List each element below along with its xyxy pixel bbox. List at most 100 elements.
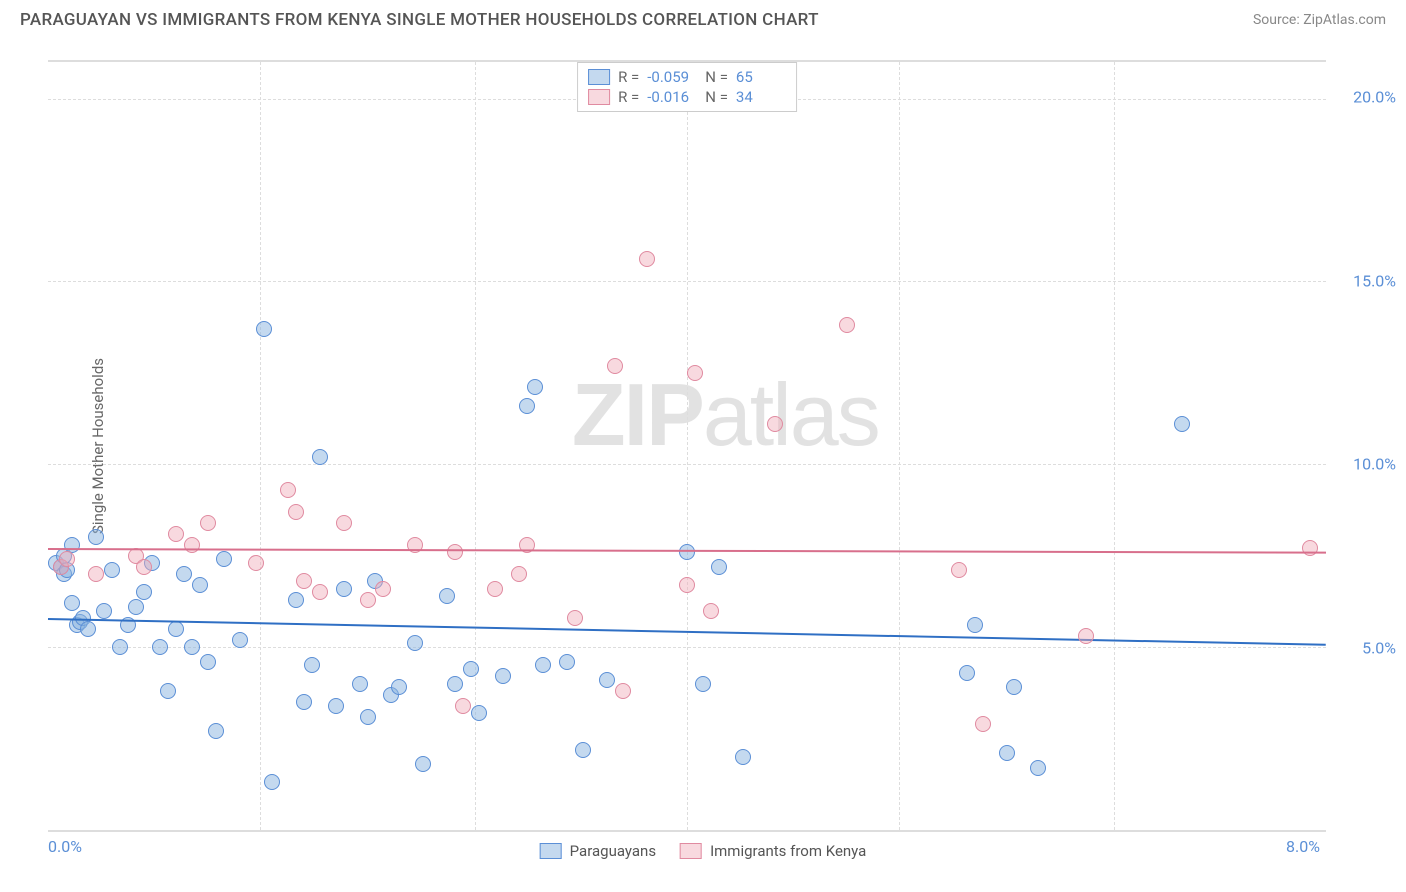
scatter-point [999, 745, 1015, 761]
scatter-point [360, 592, 376, 608]
scatter-point [511, 566, 527, 582]
scatter-point [216, 551, 232, 567]
scatter-point [495, 668, 511, 684]
n-label: N = [705, 88, 728, 106]
scatter-point [439, 588, 455, 604]
plot-area: ZIPatlas R = -0.059 N = 65 R = -0.016 N … [48, 60, 1326, 832]
scatter-point [1174, 416, 1190, 432]
stats-legend: R = -0.059 N = 65 R = -0.016 N = 34 [577, 62, 797, 112]
stats-row-blue: R = -0.059 N = 65 [588, 67, 786, 87]
scatter-point [280, 482, 296, 498]
n-value-pink: 34 [736, 88, 786, 106]
r-value-blue: -0.059 [647, 68, 697, 86]
scatter-point [296, 573, 312, 589]
scatter-point [336, 515, 352, 531]
swatch-pink-icon [588, 89, 610, 105]
chart-header: PARAGUAYAN VS IMMIGRANTS FROM KENYA SING… [0, 0, 1406, 38]
scatter-point [288, 592, 304, 608]
legend-item-pink: Immigrants from Kenya [680, 842, 866, 860]
scatter-point [391, 679, 407, 695]
scatter-point [455, 698, 471, 714]
scatter-point [208, 723, 224, 739]
stats-row-pink: R = -0.016 N = 34 [588, 87, 786, 107]
scatter-point [192, 577, 208, 593]
scatter-point [184, 639, 200, 655]
scatter-point [104, 562, 120, 578]
scatter-point [607, 358, 623, 374]
gridline-v [260, 62, 261, 830]
scatter-point [487, 581, 503, 597]
scatter-point [711, 559, 727, 575]
scatter-point [599, 672, 615, 688]
n-label: N = [705, 68, 728, 86]
scatter-point [128, 599, 144, 615]
scatter-point [767, 416, 783, 432]
r-value-pink: -0.016 [647, 88, 697, 106]
scatter-point [96, 603, 112, 619]
scatter-point [160, 683, 176, 699]
r-label: R = [618, 68, 639, 86]
scatter-point [64, 595, 80, 611]
legend-item-blue: Paraguayans [540, 842, 656, 860]
gridline-v [687, 62, 688, 830]
scatter-point [519, 398, 535, 414]
scatter-point [312, 449, 328, 465]
scatter-point [312, 584, 328, 600]
x-tick-label: 8.0% [1286, 837, 1320, 856]
scatter-point [471, 705, 487, 721]
n-value-blue: 65 [736, 68, 786, 86]
gridline-v [899, 62, 900, 830]
scatter-point [152, 639, 168, 655]
gridline-v [1114, 62, 1115, 830]
scatter-point [679, 544, 695, 560]
scatter-point [176, 566, 192, 582]
y-tick-label: 15.0% [1353, 271, 1396, 290]
scatter-point [567, 610, 583, 626]
bottom-legend: Paraguayans Immigrants from Kenya [540, 842, 867, 860]
y-tick-label: 10.0% [1353, 455, 1396, 474]
scatter-point [80, 621, 96, 637]
scatter-point [839, 317, 855, 333]
legend-label-blue: Paraguayans [570, 842, 656, 860]
scatter-point [447, 544, 463, 560]
chart-container: ZIPatlas R = -0.059 N = 65 R = -0.016 N … [48, 60, 1326, 832]
watermark-zip: ZIP [572, 365, 703, 464]
scatter-point [1302, 540, 1318, 556]
scatter-point [1030, 760, 1046, 776]
y-tick-label: 5.0% [1362, 639, 1396, 658]
scatter-point [951, 562, 967, 578]
r-label: R = [618, 88, 639, 106]
scatter-point [288, 504, 304, 520]
scatter-point [200, 515, 216, 531]
scatter-point [336, 581, 352, 597]
scatter-point [136, 584, 152, 600]
scatter-point [959, 665, 975, 681]
scatter-point [447, 676, 463, 692]
scatter-point [535, 657, 551, 673]
scatter-point [248, 555, 264, 571]
scatter-point [88, 529, 104, 545]
scatter-point [352, 676, 368, 692]
swatch-blue-icon [540, 843, 562, 859]
y-tick-label: 20.0% [1353, 87, 1396, 106]
scatter-point [256, 321, 272, 337]
scatter-point [296, 694, 312, 710]
scatter-point [168, 621, 184, 637]
legend-label-pink: Immigrants from Kenya [710, 842, 866, 860]
scatter-point [264, 774, 280, 790]
scatter-point [328, 698, 344, 714]
scatter-point [360, 709, 376, 725]
scatter-point [88, 566, 104, 582]
scatter-point [232, 632, 248, 648]
swatch-pink-icon [680, 843, 702, 859]
scatter-point [407, 635, 423, 651]
x-tick-label: 0.0% [48, 837, 82, 856]
scatter-point [975, 716, 991, 732]
scatter-point [687, 365, 703, 381]
scatter-point [200, 654, 216, 670]
source-label: Source: ZipAtlas.com [1253, 12, 1386, 28]
scatter-point [1078, 628, 1094, 644]
swatch-blue-icon [588, 69, 610, 85]
chart-title: PARAGUAYAN VS IMMIGRANTS FROM KENYA SING… [20, 10, 819, 30]
scatter-point [639, 251, 655, 267]
